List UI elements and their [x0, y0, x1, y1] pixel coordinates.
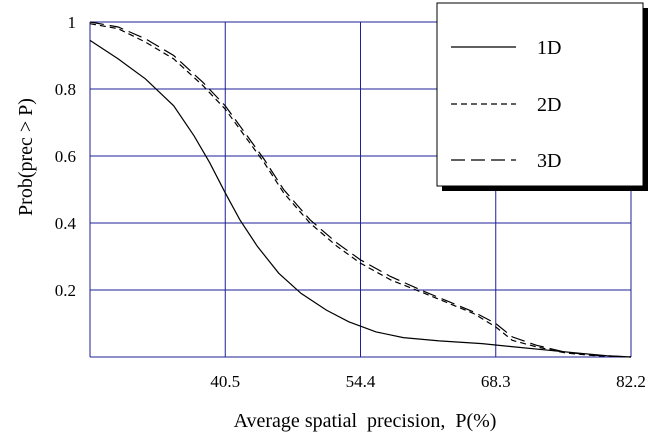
- x-tick-label: 54.4: [346, 372, 376, 391]
- tick-labels: 40.5 54.4 68.3 82.2 0.2 0.4 0.6 0.8 1: [55, 13, 646, 391]
- y-axis-label: Prob(prec > P): [15, 98, 37, 216]
- series-line-1d: [89, 39, 632, 358]
- x-tick-label: 40.5: [210, 372, 240, 391]
- legend-label: 3D: [537, 150, 561, 172]
- y-tick-label: 1: [68, 13, 77, 32]
- y-tick-label: 0.2: [55, 281, 76, 300]
- y-tick-label: 0.4: [55, 214, 77, 233]
- x-axis-label: Average spatial precision, P(%): [234, 410, 497, 432]
- series-line-2d: [89, 23, 632, 358]
- series-line-3d: [89, 21, 632, 358]
- legend-label: 2D: [537, 94, 561, 116]
- legend: 1D 2D 3D: [436, 2, 648, 191]
- series-lines: [89, 21, 632, 358]
- legend-box: [436, 2, 644, 187]
- y-tick-label: 0.6: [55, 147, 76, 166]
- y-tick-label: 0.8: [55, 80, 76, 99]
- x-tick-label: 82.2: [616, 372, 646, 391]
- x-tick-label: 68.3: [481, 372, 511, 391]
- legend-label: 1D: [537, 37, 561, 59]
